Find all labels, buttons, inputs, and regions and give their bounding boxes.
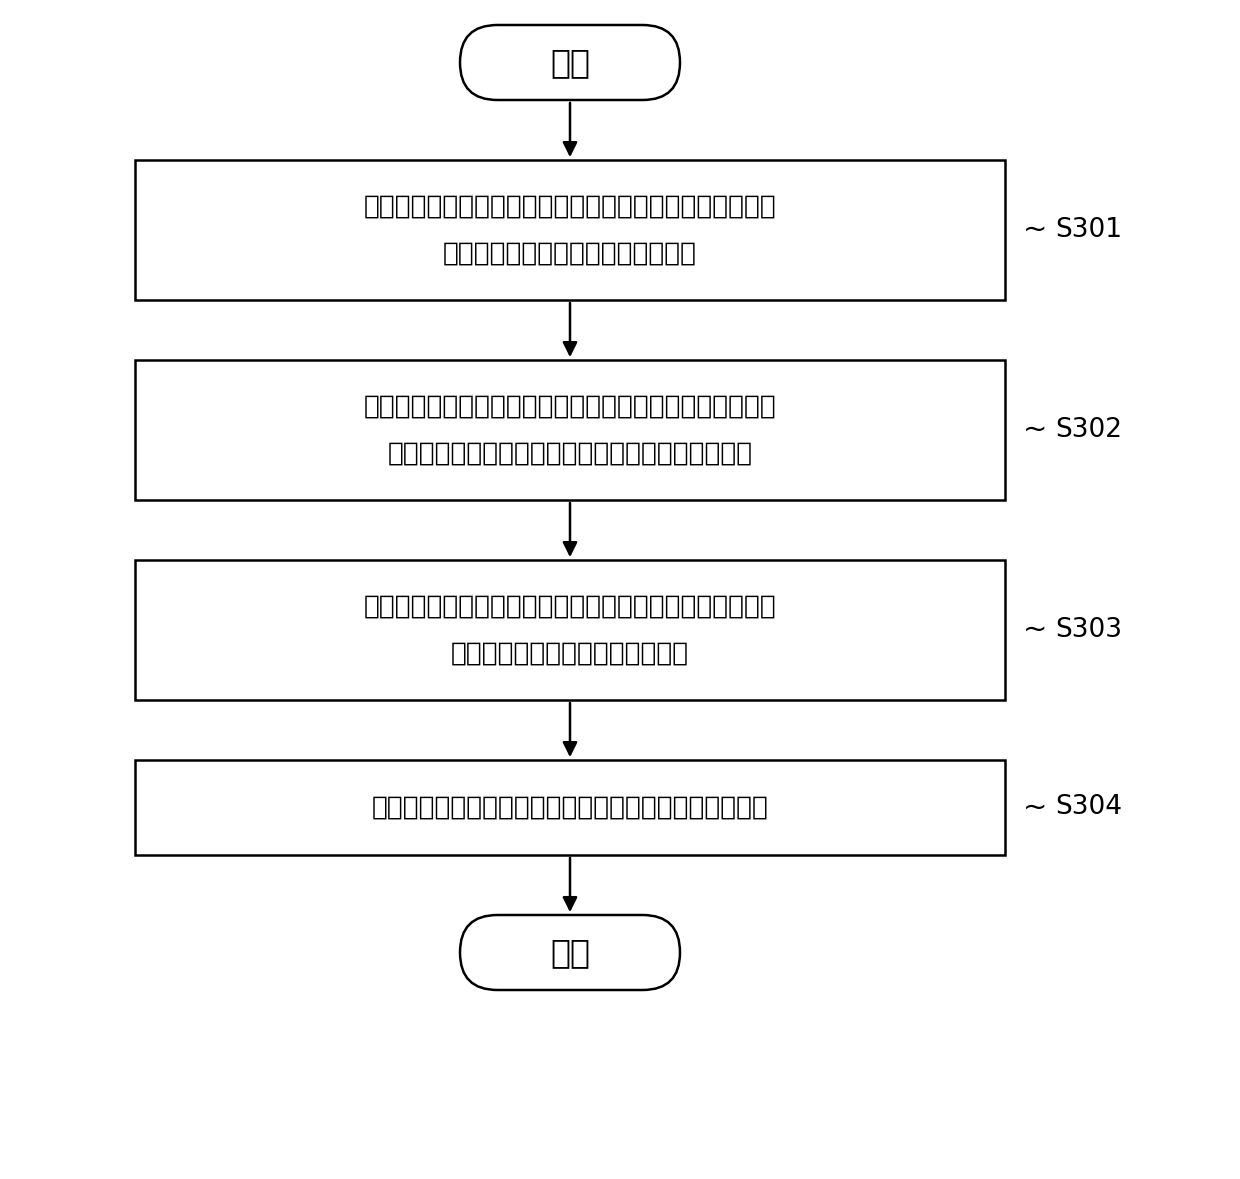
- FancyBboxPatch shape: [135, 360, 1004, 500]
- FancyBboxPatch shape: [135, 560, 1004, 700]
- Text: 开始: 开始: [551, 46, 590, 79]
- Text: 拟合得到各个待标定参数的标定值: 拟合得到各个待标定参数的标定值: [451, 641, 689, 667]
- FancyBboxPatch shape: [460, 25, 680, 100]
- Text: S302: S302: [1055, 417, 1122, 443]
- Text: ~: ~: [1023, 216, 1048, 244]
- FancyBboxPatch shape: [460, 915, 680, 990]
- Text: ~: ~: [1023, 793, 1048, 822]
- FancyBboxPatch shape: [135, 760, 1004, 855]
- Text: 采用各个待标定参数的标定值对各个待标定参数进行标定: 采用各个待标定参数的标定值对各个待标定参数进行标定: [372, 795, 769, 821]
- Text: ~: ~: [1023, 416, 1048, 444]
- Text: 之间的对应函数确定叶片在各个采集时刻的实测弯矩: 之间的对应函数确定叶片在各个采集时刻的实测弯矩: [387, 441, 753, 467]
- Text: ~: ~: [1023, 615, 1048, 644]
- FancyBboxPatch shape: [135, 160, 1004, 299]
- Text: S301: S301: [1055, 217, 1122, 243]
- Text: S303: S303: [1055, 617, 1122, 643]
- Text: 所述叶片在各个采集时刻的理论弯矩: 所述叶片在各个采集时刻的理论弯矩: [443, 241, 697, 266]
- Text: 根据各个采集时刻的光纤载荷传感器的波长以及波长与弯矩: 根据各个采集时刻的光纤载荷传感器的波长以及波长与弯矩: [363, 394, 776, 420]
- Text: S304: S304: [1055, 795, 1122, 821]
- Text: 根据各个采集时刻的桨距角以及各个采集时刻的加速度确定: 根据各个采集时刻的桨距角以及各个采集时刻的加速度确定: [363, 193, 776, 219]
- Text: 根据各个采集时刻的理论弯矩以及各个采集时刻的实测弯矩: 根据各个采集时刻的理论弯矩以及各个采集时刻的实测弯矩: [363, 593, 776, 619]
- Text: 结束: 结束: [551, 936, 590, 969]
